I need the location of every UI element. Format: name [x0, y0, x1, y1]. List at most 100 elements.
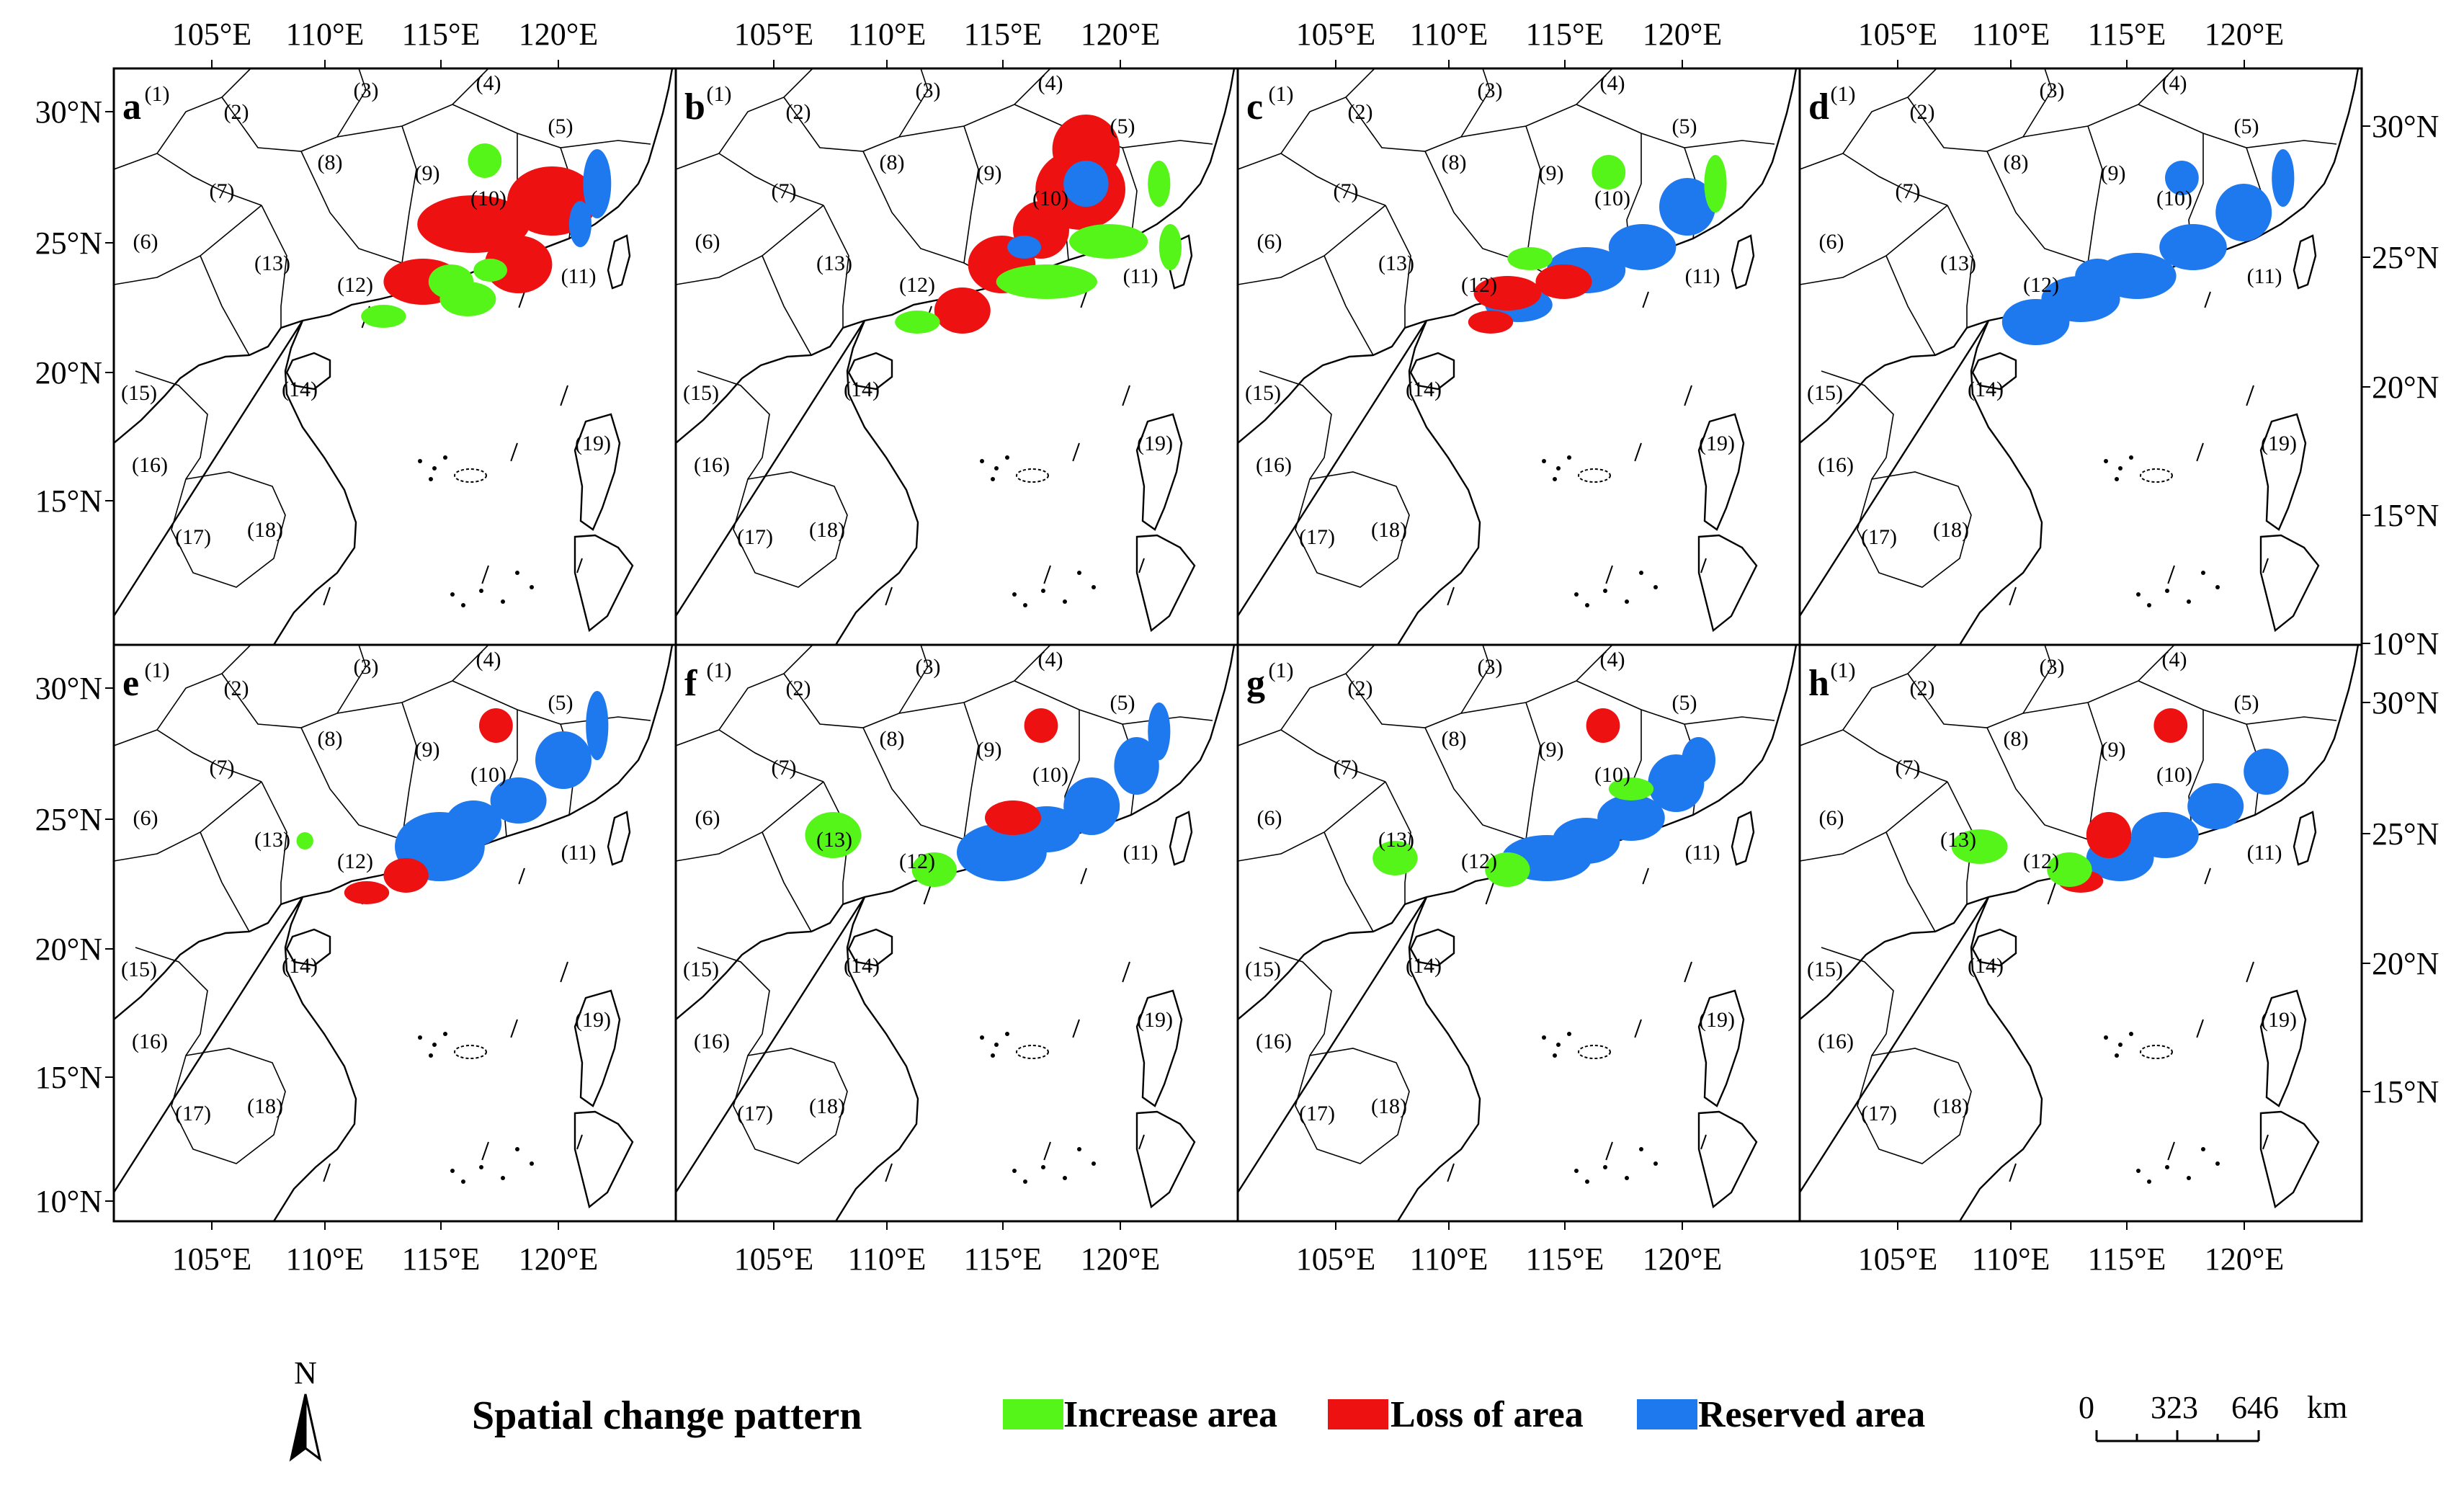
province-boundary	[676, 205, 824, 285]
region-label: (1)	[1269, 659, 1294, 682]
legend-swatch-reserved	[1637, 1399, 1697, 1429]
scale-unit: km	[2307, 1390, 2347, 1425]
boundary-dash	[481, 1141, 489, 1161]
province-boundary	[1345, 68, 1491, 152]
boundary-dash	[560, 385, 568, 406]
reef-dot	[2187, 1176, 2191, 1180]
reef-dot	[2115, 1053, 2119, 1058]
province-boundary	[762, 831, 812, 932]
region-label: (13)	[254, 828, 290, 852]
reef-dot	[501, 1176, 505, 1180]
hainan-island	[1971, 928, 2017, 967]
panel-letter: c	[1246, 86, 1263, 128]
x-tick-label: 110°E	[1410, 1241, 1488, 1277]
region-label: (7)	[210, 179, 235, 203]
luzon-island	[1135, 413, 1183, 531]
boundary-dash	[510, 1019, 518, 1038]
boundary-dash	[1684, 961, 1692, 983]
reef-dot	[2104, 459, 2108, 463]
region-label: (1)	[707, 82, 732, 106]
region-label: (11)	[2247, 841, 2282, 865]
reef-outline	[1578, 1045, 1611, 1059]
x-tick-label: 115°E	[1526, 17, 1604, 52]
patch-increase	[1704, 155, 1727, 213]
map-panels: (1) (2) (3) (4) (5) (6) (7) (8) (9) (10) (11) (12) (…	[112, 67, 2363, 1223]
province-boundary	[1238, 645, 1375, 746]
map-body: (1) (2) (3) (4) (5) (6) (7) (8) (9) (10) (11) (12) (…	[1238, 645, 1800, 1221]
reef-dot	[1012, 1169, 1017, 1173]
boundary-dash	[2246, 961, 2254, 983]
reef-dot	[991, 477, 995, 481]
boundary-dash	[576, 558, 583, 574]
legend-title: Spatial change pattern	[472, 1393, 862, 1438]
region-label: (17)	[737, 525, 773, 549]
panel-letter: f	[684, 663, 697, 704]
province-boundary	[1238, 68, 1375, 170]
patch-increase	[1148, 161, 1171, 207]
patch-reserved	[2131, 812, 2199, 858]
reef-dot	[980, 1035, 984, 1040]
region-label: (5)	[2234, 691, 2259, 715]
province-boundary	[171, 1048, 286, 1164]
x-tick-label: 120°E	[519, 17, 598, 52]
region-label: (4)	[1038, 648, 1063, 672]
region-label: (13)	[1378, 251, 1414, 275]
boundary-dash	[1080, 291, 1087, 308]
reef-dot	[2136, 592, 2141, 597]
panel-letter: g	[1246, 663, 1265, 704]
province-boundary	[823, 205, 849, 328]
region-label: (10)	[2156, 763, 2192, 787]
x-tick-label: 120°E	[2205, 1241, 2284, 1277]
province-boundary	[336, 68, 489, 138]
taiwan-island	[607, 811, 631, 866]
reef-dot	[501, 599, 505, 604]
y-tick-label-left: 30°N	[35, 671, 102, 706]
province-boundary	[697, 370, 770, 480]
region-label: (2)	[1348, 677, 1373, 700]
province-boundary	[1295, 1048, 1410, 1164]
reef-dot	[1092, 1161, 1096, 1166]
reef-dot	[443, 455, 447, 460]
region-label: (10)	[1594, 763, 1630, 787]
luzon-island	[573, 413, 621, 531]
patch-increase	[1485, 852, 1530, 887]
region-label: (11)	[2247, 264, 2282, 288]
taiwan-island	[1731, 234, 1755, 290]
map-body: (1) (2) (3) (4) (5) (6) (7) (8) (9) (10) (11) (12) (…	[114, 68, 676, 645]
province-boundary	[2022, 68, 2175, 138]
boundary-dash	[1122, 961, 1130, 983]
map-panel-e: (1) (2) (3) (4) (5) (6) (7) (8) (9) (10) (11) (12) (…	[112, 643, 677, 1223]
region-label: (5)	[1110, 691, 1135, 715]
boundary-dash	[1447, 586, 1455, 606]
reef-dot	[432, 466, 437, 470]
boundary-dash	[1700, 558, 1707, 574]
region-label: (13)	[1378, 828, 1414, 852]
reef-dot	[1625, 1176, 1629, 1180]
boundary-dash	[560, 961, 568, 983]
boundary-dash	[510, 442, 518, 462]
hainan-island	[1971, 352, 2017, 391]
reef-dot	[418, 459, 422, 463]
x-tick-label: 105°E	[1296, 17, 1375, 52]
reef-dot	[991, 1053, 995, 1058]
region-label: (9)	[415, 738, 440, 762]
x-tick-label: 105°E	[172, 1241, 251, 1277]
province-boundary	[783, 645, 929, 728]
indochina-coast	[114, 896, 357, 1221]
patch-reserved	[1682, 737, 1715, 783]
patch-loss	[479, 708, 513, 743]
hainan-island	[847, 928, 893, 967]
region-label: (19)	[575, 1008, 611, 1032]
region-label: (2)	[1910, 677, 1935, 700]
indochina-coast	[676, 320, 919, 645]
x-tick-label: 115°E	[964, 17, 1043, 52]
region-label: (14)	[1968, 378, 2004, 401]
x-tick-label: 120°E	[2205, 17, 2284, 52]
province-boundary	[1525, 702, 1541, 840]
region-label: (17)	[175, 525, 211, 549]
reef-outline	[454, 1045, 487, 1059]
province-boundary	[171, 471, 286, 588]
boundary-dash	[2167, 565, 2175, 584]
patch-reserved	[1148, 702, 1171, 760]
